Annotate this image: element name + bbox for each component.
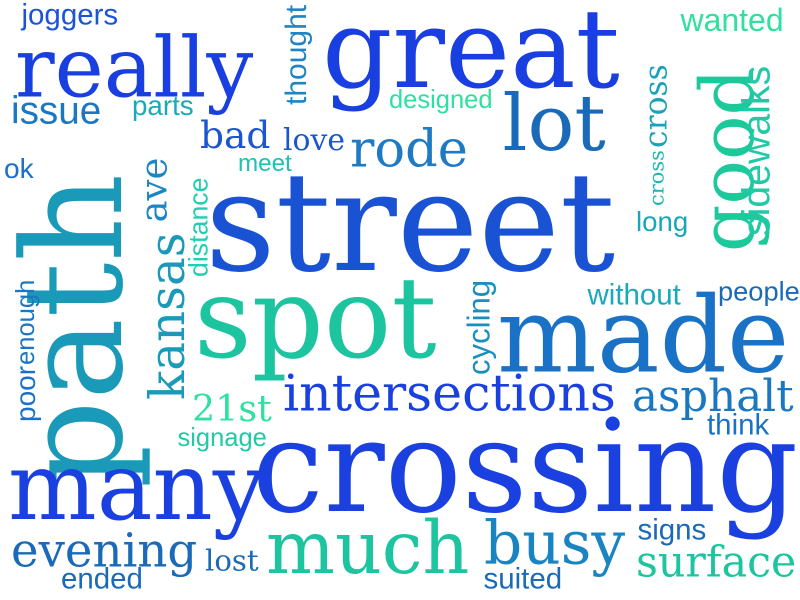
word-lost: lost [205, 543, 259, 578]
word-think: think [707, 408, 770, 442]
word-great: great [322, 0, 620, 113]
word-bad: bad [200, 113, 271, 157]
word-long: long [636, 206, 689, 237]
word-thought: thought [280, 4, 313, 105]
word-lot: lot [502, 79, 606, 169]
word-sidewalks: sidewalks [734, 65, 779, 236]
word-enough: enough [12, 279, 40, 365]
word-surface: surface [636, 537, 797, 588]
word-without: without [587, 278, 681, 312]
word-asphalt: asphalt [632, 372, 794, 422]
word-meet: meet [238, 150, 292, 177]
word-rode: rode [350, 120, 468, 180]
word-people: people [718, 275, 800, 307]
word-street: street [205, 143, 616, 303]
word-evening: evening [11, 523, 198, 578]
word-spot: spot [194, 253, 437, 384]
word-cross-1: cross [638, 64, 675, 148]
word-cycling: cycling [461, 279, 497, 375]
word-kansas: kansas [140, 232, 196, 400]
word-ended: ended [61, 562, 143, 596]
word-21st: 21st [192, 387, 272, 430]
word-made: made [497, 273, 790, 397]
word-signs: signs [637, 513, 707, 547]
word-intersections: intersections [283, 363, 616, 423]
word-joggers: joggers [21, 0, 119, 32]
word-designed: designed [389, 86, 493, 114]
word-much: much [266, 506, 470, 591]
word-signage: signage [177, 424, 267, 452]
word-crossing: crossing [252, 393, 799, 542]
word-suited: suited [483, 562, 563, 596]
word-parts: parts [132, 90, 194, 121]
word-many: many [8, 433, 266, 542]
word-poor: poor [10, 365, 41, 422]
word-wanted: wanted [680, 2, 784, 38]
word-love: love [283, 123, 346, 158]
word-busy: busy [484, 509, 626, 579]
word-really: really [15, 19, 254, 117]
word-cross-2: cross [644, 150, 669, 206]
word-issue: issue [11, 89, 102, 133]
word-ave: ave [132, 157, 176, 223]
word-ok: ok [4, 153, 34, 184]
